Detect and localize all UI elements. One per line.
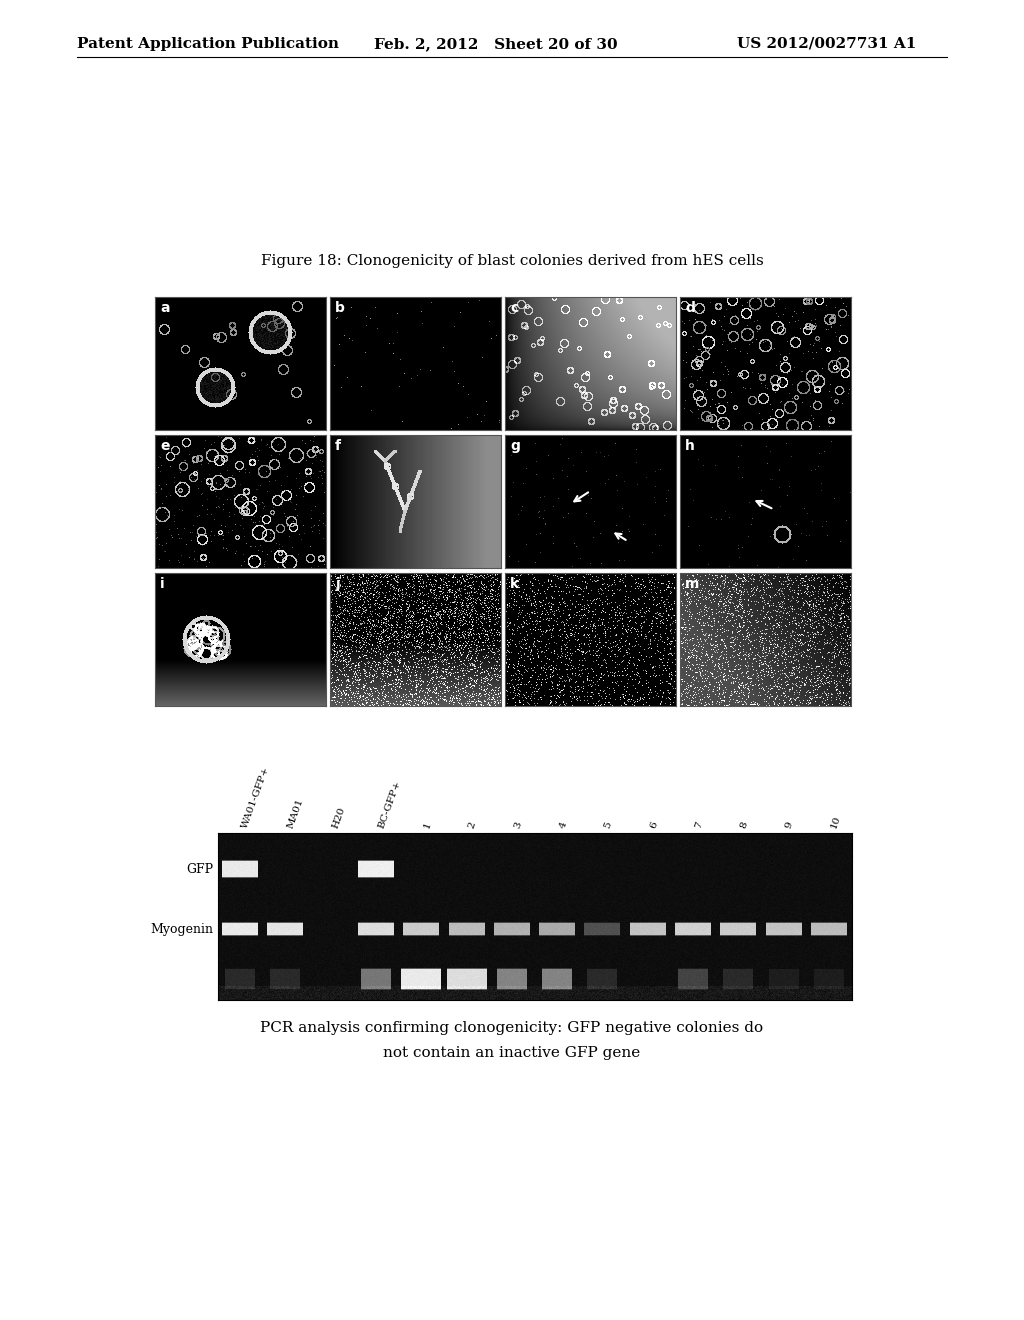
Text: PCR analysis confirming clonogenicity: GFP negative colonies do: PCR analysis confirming clonogenicity: G… <box>260 1020 764 1035</box>
Text: WA01-GFP+: WA01-GFP+ <box>241 766 271 830</box>
Text: H20: H20 <box>331 807 347 830</box>
Text: f: f <box>335 440 341 453</box>
Text: 4: 4 <box>558 821 568 830</box>
Text: i: i <box>160 577 165 591</box>
Text: g: g <box>510 440 520 453</box>
Text: 6: 6 <box>648 821 658 830</box>
Text: 9: 9 <box>784 821 795 830</box>
Text: 3: 3 <box>512 821 523 830</box>
Text: 7: 7 <box>693 821 705 830</box>
Text: a: a <box>160 301 170 315</box>
Text: m: m <box>685 577 699 591</box>
Text: j: j <box>335 577 340 591</box>
Text: b: b <box>335 301 345 315</box>
Text: US 2012/0027731 A1: US 2012/0027731 A1 <box>737 37 916 51</box>
Text: c: c <box>510 301 518 315</box>
Text: GFP: GFP <box>186 863 213 876</box>
Text: 2: 2 <box>467 821 478 830</box>
Text: 5: 5 <box>603 821 613 830</box>
Text: k: k <box>510 577 519 591</box>
Text: Feb. 2, 2012   Sheet 20 of 30: Feb. 2, 2012 Sheet 20 of 30 <box>374 37 617 51</box>
Text: Figure 18: Clonogenicity of blast colonies derived from hES cells: Figure 18: Clonogenicity of blast coloni… <box>261 253 763 268</box>
Text: 10: 10 <box>829 814 843 830</box>
Text: BC-GFP+: BC-GFP+ <box>377 780 402 830</box>
Text: e: e <box>160 440 170 453</box>
Text: Patent Application Publication: Patent Application Publication <box>77 37 339 51</box>
Text: not contain an inactive GFP gene: not contain an inactive GFP gene <box>383 1045 641 1060</box>
Text: 1: 1 <box>422 821 432 830</box>
Text: h: h <box>685 440 695 453</box>
Text: Myogenin: Myogenin <box>150 924 213 936</box>
Text: d: d <box>685 301 695 315</box>
Text: MA01: MA01 <box>286 797 305 830</box>
Text: 8: 8 <box>738 821 750 830</box>
